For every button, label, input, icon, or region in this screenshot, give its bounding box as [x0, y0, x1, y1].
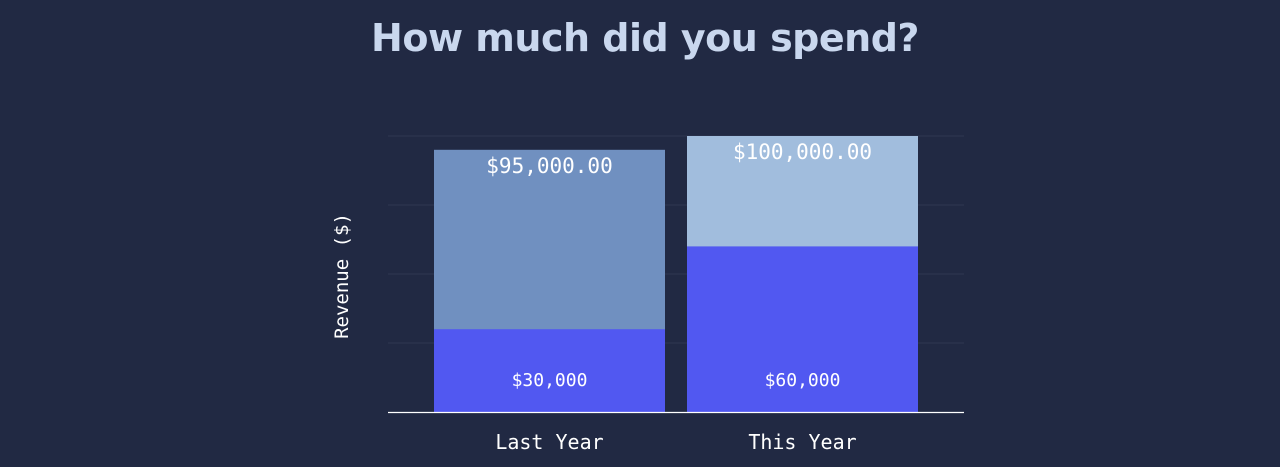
data-label-base: $30,000 — [512, 370, 588, 391]
data-label-total: $100,000.00 — [733, 140, 872, 164]
bar-base — [434, 329, 665, 412]
data-label-total: $95,000.00 — [486, 154, 612, 178]
data-label-base: $60,000 — [765, 370, 841, 391]
bar-base — [687, 246, 918, 412]
chart-title: How much did you spend? — [371, 16, 919, 60]
x-tick-label: Last Year — [495, 430, 603, 454]
x-tick-label: This Year — [748, 430, 856, 454]
y-axis-label: Revenue ($) — [331, 213, 353, 339]
